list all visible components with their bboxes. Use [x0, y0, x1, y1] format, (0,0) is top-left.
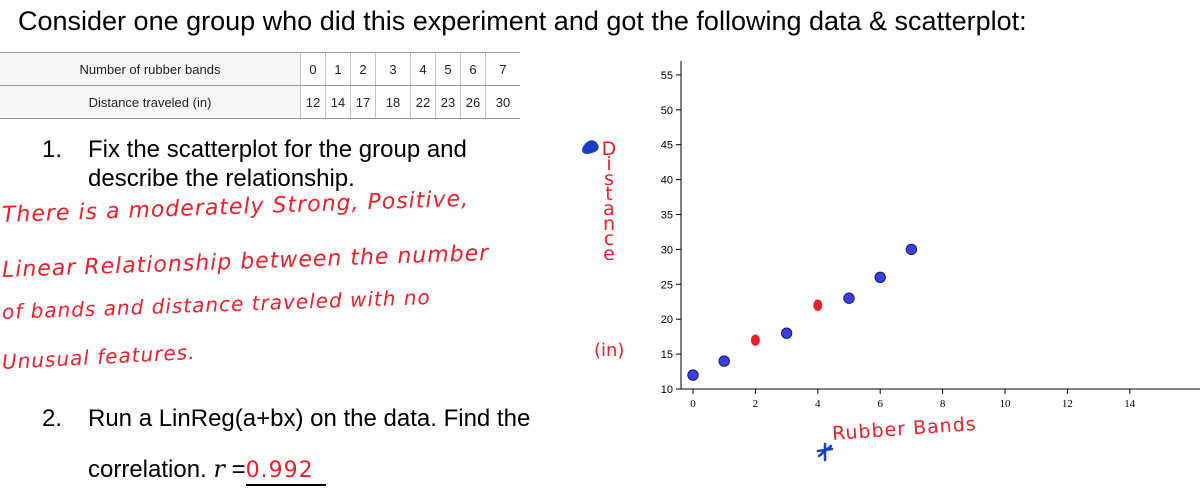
x-tick-label: 14: [1124, 398, 1136, 410]
table-cell: 4: [410, 52, 436, 86]
correlation-prefix: correlation.: [88, 456, 207, 483]
x-tick-label: 12: [1062, 398, 1073, 410]
y-tick-label: 35: [661, 210, 673, 222]
r-value: 0.992: [245, 458, 314, 483]
x-tick-label: 4: [815, 398, 821, 410]
y-tick-label: 40: [661, 175, 673, 187]
letter: D: [601, 138, 617, 160]
x-tick-label: 0: [690, 398, 696, 410]
table-cell: 26: [460, 85, 486, 119]
letter: c: [603, 228, 615, 250]
y-axis-handwritten-label: D i s t a n c e: [598, 138, 620, 265]
y-unit-handwritten-label: (in): [594, 340, 625, 361]
x-tick-label: 8: [940, 398, 946, 410]
letter: a: [603, 198, 615, 220]
star-mark-icon: [816, 442, 834, 462]
table-row: Distance traveled (in) 12 14 17 18 22 23…: [0, 85, 520, 119]
answer-blank: 0.992: [245, 456, 326, 486]
y-tick-label: 30: [661, 244, 673, 256]
letter: t: [605, 183, 613, 205]
table-cell: 3: [375, 52, 411, 86]
table-cell: 7: [485, 52, 520, 86]
letter: s: [604, 168, 614, 190]
data-point: [780, 327, 793, 339]
data-point: [905, 243, 918, 256]
question-2-number: 2.: [42, 405, 63, 432]
table-cell: 2: [350, 52, 376, 86]
row-label-distance: Distance traveled (in): [0, 85, 301, 119]
y-tick-label: 50: [661, 105, 673, 117]
page-heading: Consider one group who did this experime…: [18, 6, 1027, 36]
y-tick-label: 25: [661, 279, 673, 291]
data-point: [843, 292, 855, 304]
x-tick-label: 6: [877, 398, 883, 410]
table-cell: 22: [410, 85, 436, 119]
question-1-line2: describe the relationship.: [88, 165, 355, 192]
letter: e: [603, 243, 615, 265]
data-point: [687, 369, 699, 381]
y-tick-label: 45: [661, 140, 673, 152]
table-row: Number of rubber bands 0 1 2 3 4 5 6 7: [0, 52, 520, 86]
blue-pen-mark: [582, 140, 599, 154]
table-cell: 0: [300, 52, 326, 86]
letter: i: [606, 153, 612, 175]
x-tick-label: 10: [1000, 398, 1012, 410]
table-cell: 23: [435, 85, 461, 119]
equals-sign: =: [231, 456, 246, 483]
data-point: [718, 355, 730, 367]
x-tick-label: 2: [753, 398, 759, 410]
row-label-rubber-bands: Number of rubber bands: [0, 52, 301, 86]
y-tick-label: 10: [661, 384, 673, 396]
question-2-text: Run a LinReg(a+bx) on the data. Find the: [88, 405, 531, 432]
y-tick-label: 15: [661, 349, 673, 361]
table-cell: 14: [325, 85, 351, 119]
data-table: Number of rubber bands 0 1 2 3 4 5 6 7 D…: [0, 52, 520, 119]
question-1-line1: Fix the scatterplot for the group and: [88, 136, 467, 163]
correlation-line: correlation. r =0.992: [88, 455, 326, 486]
corrected-data-point: [750, 334, 760, 346]
question-1: 1. Fix the scatterplot for the group and …: [42, 135, 467, 193]
y-tick-label: 55: [661, 70, 673, 82]
table-cell: 18: [375, 85, 411, 119]
table-cell: 30: [485, 85, 520, 119]
table-cell: 17: [350, 85, 376, 119]
letter: n: [602, 213, 616, 235]
r-symbol: r: [213, 455, 225, 483]
data-point: [874, 271, 886, 284]
table-cell: 12: [300, 85, 326, 119]
corrected-data-point: [813, 299, 823, 311]
y-tick-label: 20: [661, 314, 673, 326]
question-1-number: 1.: [42, 136, 63, 163]
question-2: 2. Run a LinReg(a+bx) on the data. Find t…: [42, 405, 530, 433]
